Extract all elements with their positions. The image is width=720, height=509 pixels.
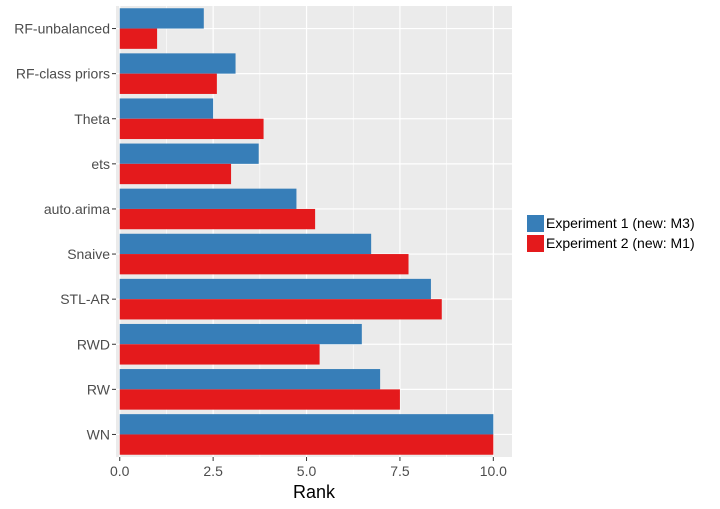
bar-experiment-1 (119, 278, 431, 300)
x-tick-label: 10.0 (480, 463, 507, 479)
bar-experiment-1 (119, 414, 494, 435)
bar-experiment-2 (119, 434, 494, 455)
bar-experiment-1 (119, 53, 236, 74)
y-tick-label: STL-AR (60, 291, 110, 307)
bar-experiment-2 (119, 28, 158, 49)
x-tick-label: 5.0 (297, 463, 317, 479)
y-tick-label: WN (87, 426, 110, 442)
x-tick-label: 2.5 (203, 463, 223, 479)
bar-experiment-1 (119, 188, 297, 209)
bar-experiment-1 (119, 98, 214, 119)
bar-experiment-2 (119, 344, 320, 365)
legend-label: Experiment 2 (new: M1) (546, 235, 695, 251)
bar-experiment-2 (119, 254, 409, 275)
legend-key (527, 235, 544, 252)
bar-experiment-2 (119, 389, 400, 410)
bar-experiment-2 (119, 163, 232, 185)
y-tick-label: Snaive (67, 246, 110, 262)
x-axis-title: Rank (293, 482, 336, 502)
bar-experiment-2 (119, 208, 316, 230)
bar-experiment-2 (119, 73, 217, 94)
y-tick-label: ets (91, 156, 110, 172)
legend-label: Experiment 1 (new: M3) (546, 215, 695, 231)
bar-experiment-1 (119, 323, 362, 345)
bar-experiment-2 (119, 299, 442, 320)
bar-experiment-1 (119, 369, 381, 390)
bar-experiment-1 (119, 233, 372, 255)
y-tick-label: RF-class priors (16, 66, 110, 82)
x-axis: 0.0 2.5 5.0 7.5 10.0 (110, 457, 507, 479)
y-axis: RF-unbalanced RF-class priors Theta ets auto… (14, 21, 116, 442)
bar-experiment-1 (119, 143, 259, 164)
y-tick-label: auto.arima (44, 201, 110, 217)
x-tick-label: 7.5 (390, 463, 410, 479)
y-tick-label: RWD (77, 336, 110, 352)
y-tick-label: RF-unbalanced (14, 21, 110, 37)
x-tick-label: 0.0 (110, 463, 130, 479)
bar-experiment-1 (119, 8, 204, 29)
legend-key (527, 215, 544, 232)
bars (119, 8, 494, 455)
bar-experiment-2 (119, 118, 264, 140)
y-tick-label: RW (87, 381, 111, 397)
y-tick-label: Theta (74, 111, 110, 127)
legend: Experiment 1 (new: M3) Experiment 2 (new:… (527, 215, 695, 252)
